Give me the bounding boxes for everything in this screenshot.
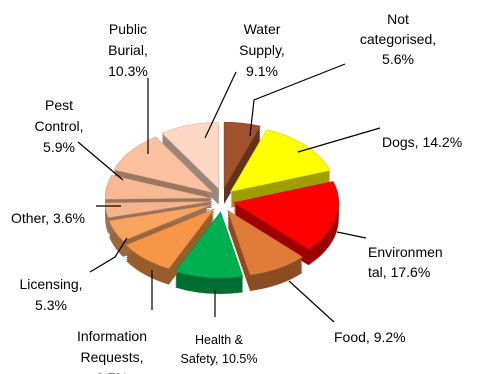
pie-slice-information-requests [125,208,215,269]
leader-line-food [288,280,335,323]
leader-line-dogs [297,127,381,153]
data-label-line: 5.9% [43,139,75,155]
data-label-dogs: Dogs, 14.2% [382,134,462,150]
data-label-other: Other, 3.6% [11,210,85,226]
data-label-line: Water [244,21,281,37]
data-label-line: Not [387,11,409,27]
data-label-line: Public [109,21,147,37]
data-label-line: Information [77,328,147,344]
leader-line-water-supply [204,71,237,139]
data-label-line: 5.6% [382,51,414,67]
data-label-line: tal, 17.6% [368,264,430,280]
data-label-information-requests: Information Requests, 8.7% [77,328,147,374]
leader-line-pest-control [77,141,124,181]
data-label-line: Health & [195,333,244,347]
data-label-licensing: Licensing, 5.3% [19,276,82,313]
data-label-line: Licensing, [19,276,82,292]
pie-slice-environmental [232,181,339,250]
data-label-line: 9.1% [246,63,278,79]
pie-slice-public-burial [113,136,214,194]
data-label-line: Supply, [239,42,285,58]
data-label-line: Food, 9.2% [334,329,406,345]
data-label-pest-control: Pest Control, 5.9% [34,97,83,155]
pie-slice-water-supply [161,122,219,190]
pie-slices-layer [104,121,339,279]
data-label-not-categorised: Not categorised, 5.6% [360,11,436,67]
pie-slice-health-and-safety [174,211,244,279]
data-label-line: Requests, [80,349,143,365]
pie-slice-food [227,209,304,276]
leader-line-licensing [89,237,128,273]
pie-slice-dogs [229,129,331,193]
data-label-line: 5.3% [35,297,67,313]
leader-lines-layer [77,63,381,323]
pie-slice-not-categorised [223,121,261,190]
data-label-line: Control, [34,118,83,134]
data-label-line: 8.7% [96,370,128,374]
data-label-line: Dogs, 14.2% [382,134,462,150]
data-label-line: Other, 3.6% [11,210,85,226]
data-labels-layer: Not categorised, 5.6% Dogs, 14.2% Environmen… [11,11,462,374]
pie-slice-licensing [108,204,212,242]
data-label-line: Pest [45,97,73,113]
leader-line-environmental [336,231,367,239]
data-label-line: categorised, [360,31,436,47]
data-label-line: 10.3% [108,63,148,79]
pie-slice-other [104,201,211,218]
data-label-line: Burial, [108,42,148,58]
leader-line-not-categorised [249,63,346,137]
data-label-line: Safety, 10.5% [181,352,258,366]
data-label-line: Environmen [368,244,443,260]
data-label-environmental: Environmen tal, 17.6% [368,244,443,280]
data-label-water-supply: Water Supply, 9.1% [239,21,285,79]
pie-slice-pest-control [104,174,211,200]
data-label-health-and-safety: Health & Safety, 10.5% [181,333,258,366]
data-label-public-burial: Public Burial, 10.3% [108,21,148,79]
data-label-food: Food, 9.2% [334,329,406,345]
